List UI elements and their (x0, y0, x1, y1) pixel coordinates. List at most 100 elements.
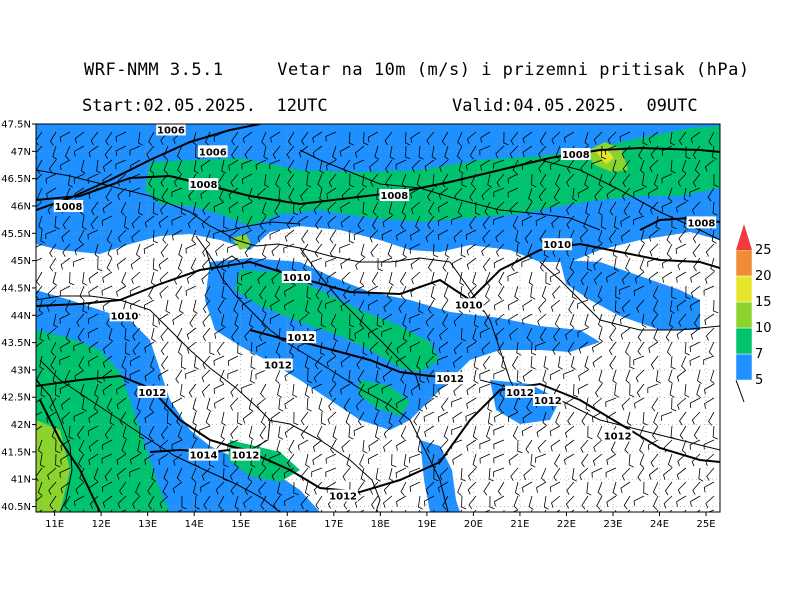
wind-barb (649, 159, 659, 173)
wind-barb (578, 341, 589, 354)
wind-barb (319, 159, 325, 174)
wind-barb (97, 257, 103, 272)
wind-barb (227, 369, 239, 379)
wind-barb (374, 145, 380, 160)
wind-barb (45, 173, 57, 184)
wind-barb (38, 299, 44, 314)
wind-barb (691, 453, 701, 467)
wind-barb (329, 229, 337, 244)
wind-barb (514, 481, 520, 496)
wind-barb (623, 495, 631, 510)
wind-barb (425, 313, 435, 327)
wind-barb (313, 369, 323, 383)
wind-barb (711, 229, 717, 244)
wind-barb (712, 425, 718, 440)
forecast-valid: Valid:04.05.2025. 09UTC (452, 96, 698, 116)
wind-barb (409, 327, 421, 338)
wind-barb (653, 299, 659, 314)
wind-barb (437, 229, 449, 241)
wind-barb (367, 285, 379, 297)
colorbar-segment (735, 275, 753, 303)
wind-barb (286, 215, 295, 230)
wind-barb (400, 215, 407, 230)
wind-barb (355, 397, 365, 411)
wind-barb (143, 299, 155, 311)
wind-barb (647, 187, 659, 199)
wind-barb (510, 467, 519, 481)
wind-barb (255, 369, 267, 380)
wind-barb (370, 481, 379, 495)
wind-barb (697, 369, 702, 384)
wind-barb (611, 313, 617, 328)
wind-barb (166, 411, 172, 426)
wind-barb (426, 369, 435, 383)
isobar-label-bg (263, 358, 293, 371)
wind-barb (201, 467, 211, 481)
wind-barb (692, 481, 701, 495)
wind-barb (523, 467, 533, 481)
wind-barb (230, 397, 239, 411)
wind-barb (362, 439, 368, 454)
isobar-label-bg (109, 309, 140, 322)
lat-label: 41N (11, 475, 31, 486)
wind-barb (584, 173, 589, 188)
wind-barb (283, 299, 295, 311)
lat-label: 47N (11, 147, 31, 158)
wind-barb (60, 257, 71, 270)
coastlines-borders (36, 149, 720, 512)
wind-barb (230, 173, 239, 187)
wind-barb (615, 285, 621, 300)
wind-barb (706, 467, 715, 481)
wind-barb (244, 285, 253, 299)
wind-barb (278, 327, 284, 342)
wind-barb (275, 341, 281, 356)
wind-barb (221, 257, 227, 272)
wind-barb (78, 439, 85, 454)
lon-label: 24E (650, 519, 669, 530)
wind-barb (369, 229, 379, 243)
wind-barb (564, 439, 575, 452)
wind-barb (77, 327, 85, 342)
wind-barb (275, 369, 281, 384)
wind-barb (258, 481, 267, 495)
wind-barb (621, 299, 631, 313)
wind-barb (148, 131, 155, 146)
wind-barb (241, 173, 253, 185)
wind-barb (383, 299, 393, 313)
wind-barb (655, 215, 661, 230)
wind-barb (38, 215, 43, 230)
wind-barb (101, 215, 113, 226)
wind-barb (50, 355, 57, 370)
wind-barb (305, 159, 311, 174)
wind-barb (594, 187, 603, 201)
wind-barb (689, 439, 701, 450)
wind-barb (255, 159, 267, 170)
wind-barb (357, 369, 365, 384)
wind-barb (116, 397, 127, 410)
wind-barb (592, 299, 603, 312)
wind-barb (638, 201, 645, 216)
wind-barb (653, 173, 659, 188)
wind-barb (537, 439, 547, 453)
wind-barb (234, 495, 240, 510)
wind-band-north-yellow (596, 148, 614, 164)
wind-barb (396, 229, 407, 241)
wind-barb (461, 495, 467, 510)
wind-barb (161, 425, 169, 440)
wind-barb (129, 467, 141, 477)
wind-barb (385, 173, 393, 188)
wind-barb (193, 159, 199, 174)
lon-label: 22E (557, 519, 576, 530)
wind-barb (424, 425, 435, 437)
wind-barb (416, 173, 422, 188)
wind-barb (507, 187, 519, 198)
wind-barb (121, 271, 127, 286)
wind-barb (395, 257, 407, 268)
wind-barb (663, 495, 673, 509)
wind-barb (609, 201, 617, 216)
wind-barb (367, 131, 379, 143)
wind-barb (522, 299, 533, 311)
wind-barb (340, 355, 351, 368)
wind-barb (362, 173, 368, 188)
wind-barb (437, 201, 449, 213)
